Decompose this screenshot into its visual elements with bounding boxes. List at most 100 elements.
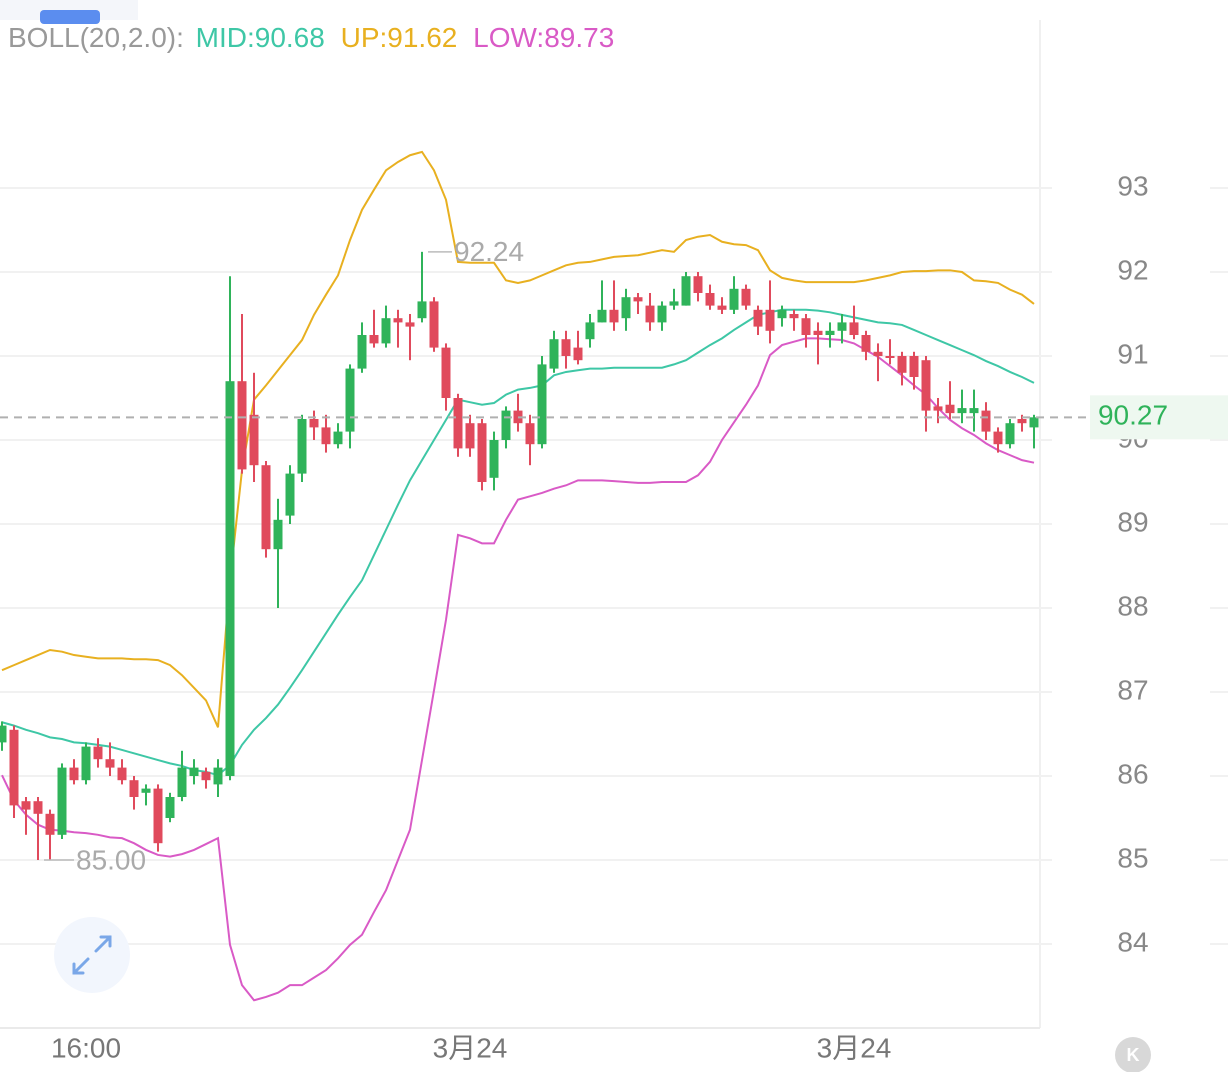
candle-body bbox=[633, 297, 643, 302]
candle-body bbox=[525, 423, 535, 445]
candle-body bbox=[45, 813, 55, 835]
candle-body bbox=[237, 381, 247, 470]
expand-icon bbox=[72, 935, 112, 975]
last-price-label: 90.27 bbox=[1098, 400, 1168, 431]
band-line bbox=[1, 308, 1035, 777]
candle-body bbox=[729, 288, 739, 310]
candle-body bbox=[777, 309, 787, 319]
candle-body bbox=[1029, 417, 1039, 428]
candle-body bbox=[801, 318, 811, 335]
candle-body bbox=[861, 335, 871, 352]
candle-body bbox=[693, 276, 703, 293]
candle-body bbox=[909, 356, 919, 377]
candle-body bbox=[561, 339, 571, 356]
candle-body bbox=[117, 767, 127, 781]
candle-body bbox=[105, 759, 115, 768]
candle-body bbox=[0, 725, 7, 743]
y-tick-label: 89 bbox=[1117, 506, 1148, 537]
candle-body bbox=[189, 767, 199, 776]
candle-body bbox=[153, 788, 163, 844]
candle-body bbox=[837, 322, 847, 331]
kline-icon: K bbox=[1127, 1045, 1140, 1065]
candle-body bbox=[297, 419, 307, 474]
kline-button[interactable] bbox=[1115, 1037, 1151, 1072]
y-tick-label: 93 bbox=[1117, 170, 1148, 201]
candle-body bbox=[381, 318, 391, 344]
y-tick-label: 88 bbox=[1117, 590, 1148, 621]
candle-body bbox=[717, 305, 727, 310]
candle-body bbox=[429, 301, 439, 348]
candle-body bbox=[453, 398, 463, 449]
min-label: 85.00 bbox=[76, 844, 146, 875]
candle-body bbox=[357, 335, 367, 369]
candle-body bbox=[9, 729, 19, 806]
y-tick-label: 86 bbox=[1117, 758, 1148, 789]
candle-body bbox=[165, 797, 175, 818]
candle-body bbox=[393, 318, 403, 323]
candle-body bbox=[285, 473, 295, 516]
candle-body bbox=[81, 746, 91, 781]
indicator-label: BOLL(20,2.0): bbox=[8, 22, 184, 53]
legend: BOLL(20,2.0): MID:90.68 UP:91.62 LOW:89.… bbox=[8, 22, 614, 53]
candle-body bbox=[597, 309, 607, 323]
candle-body bbox=[141, 788, 151, 793]
candle-body bbox=[1005, 423, 1015, 445]
candle-body bbox=[273, 519, 283, 550]
bands bbox=[1, 150, 1035, 1002]
candle-body bbox=[417, 301, 427, 319]
y-tick-label: 84 bbox=[1117, 926, 1148, 957]
band-line bbox=[1, 150, 1035, 728]
y-tick-label: 87 bbox=[1117, 674, 1148, 705]
x-tick-label: 3月24 bbox=[433, 1032, 508, 1063]
expand-button[interactable] bbox=[54, 917, 130, 993]
tab-indicator[interactable] bbox=[40, 10, 100, 24]
y-tick-label: 91 bbox=[1117, 338, 1148, 369]
candle-body bbox=[933, 406, 943, 411]
candle-body bbox=[873, 351, 883, 356]
x-tick-label: 16:00 bbox=[51, 1032, 121, 1063]
candle-body bbox=[813, 330, 823, 335]
candle-body bbox=[21, 801, 31, 810]
candle-body bbox=[621, 297, 631, 319]
candle-body bbox=[333, 431, 343, 445]
candle-body bbox=[945, 404, 955, 414]
candle-body bbox=[321, 427, 331, 445]
candle-body bbox=[549, 339, 559, 369]
candle-body bbox=[681, 276, 691, 306]
candle-body bbox=[825, 330, 835, 335]
candle-body bbox=[765, 309, 775, 331]
candle-body bbox=[129, 780, 139, 797]
candle-body bbox=[489, 440, 499, 478]
candle-body bbox=[225, 381, 235, 776]
candle-body bbox=[57, 767, 67, 835]
candle-body bbox=[93, 746, 103, 760]
candle-body bbox=[201, 771, 211, 781]
overlay: 90.27 92.24 85.00 bbox=[0, 236, 1228, 875]
candle-body bbox=[369, 335, 379, 344]
candle-body bbox=[33, 801, 43, 814]
candle-body bbox=[345, 368, 355, 432]
candle-body bbox=[465, 423, 475, 449]
candle-body bbox=[897, 356, 907, 373]
max-label: 92.24 bbox=[454, 236, 524, 267]
candle-body bbox=[573, 347, 583, 361]
legend-entry: UP:91.62 bbox=[341, 22, 458, 53]
candle-body bbox=[753, 309, 763, 327]
legend-entry: LOW:89.73 bbox=[473, 22, 614, 53]
candle-body bbox=[645, 305, 655, 323]
candle-body bbox=[309, 419, 319, 428]
x-tick-label: 3月24 bbox=[817, 1032, 892, 1063]
candle-body bbox=[249, 414, 259, 466]
candle-body bbox=[1017, 419, 1027, 424]
candle-body bbox=[669, 301, 679, 306]
candle-body bbox=[741, 288, 751, 306]
candle-body bbox=[657, 305, 667, 323]
candle-body bbox=[585, 322, 595, 340]
candle-body bbox=[405, 322, 415, 327]
candle-body bbox=[441, 347, 451, 398]
candle-body bbox=[849, 322, 859, 335]
candle-body bbox=[705, 293, 715, 306]
candle-body bbox=[981, 410, 991, 432]
candle-body bbox=[261, 465, 271, 550]
